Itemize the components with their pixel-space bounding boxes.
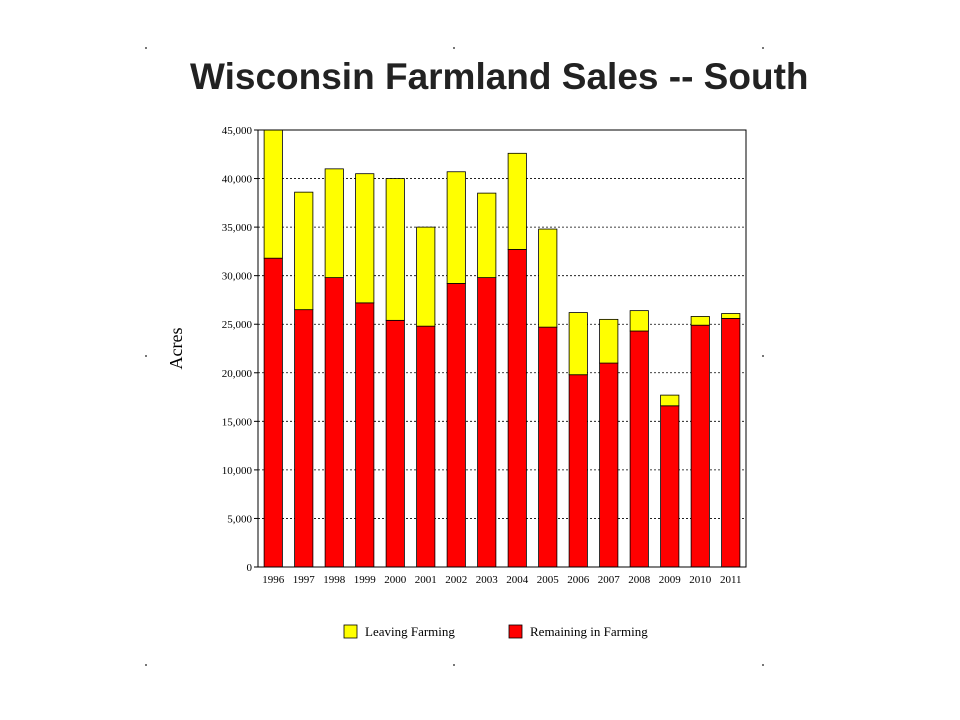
y-tick-label: 45,000 [222,125,253,137]
x-tick-label: 2008 [628,574,651,586]
bar-remaining-in-farming-2005 [538,326,558,568]
slide-corner-marker [145,47,147,49]
slide-corner-marker [453,664,455,666]
bar-leaving-farming-2006 [568,312,588,376]
bar-remaining-in-farming-2007 [599,362,619,568]
x-tick-label: 2009 [659,574,682,586]
x-tick-label: 2010 [689,574,712,586]
bar-remaining-in-farming-2004 [507,249,527,568]
y-tick-label: 0 [247,562,253,574]
bar-leaving-farming-2008 [629,310,649,332]
y-axis-label: Acres [166,328,186,370]
bar-leaving-farming-2001 [416,226,436,327]
bar-remaining-in-farming-2009 [660,405,680,568]
y-tick-label: 40,000 [222,174,253,186]
y-axis-ticks: 0 5,000 10,000 15,000 20,000 25,000 30,000 35,0… [222,125,258,574]
x-tick-label: 2007 [598,574,621,586]
bar-leaving-farming-2003 [477,192,497,279]
bar-remaining-in-farming-1997 [294,309,314,568]
bars [263,129,741,568]
bar-leaving-farming-2005 [538,228,558,328]
slide-corner-marker [762,355,764,357]
slide-corner-marker [453,47,455,49]
bar-leaving-farming-2004 [507,152,527,250]
slide-corner-marker [145,355,147,357]
y-tick-label: 25,000 [222,319,253,331]
y-tick-label: 30,000 [222,271,253,283]
x-tick-label: 1997 [293,574,316,586]
x-tick-label: 1998 [323,574,346,586]
bar-leaving-farming-2007 [599,318,619,364]
slide-corner-marker [762,664,764,666]
x-tick-label: 2006 [567,574,590,586]
x-tick-label: 2003 [476,574,499,586]
y-tick-label: 15,000 [222,416,253,428]
x-tick-label: 2000 [384,574,407,586]
x-tick-label: 1996 [262,574,285,586]
bar-remaining-in-farming-1998 [324,277,344,568]
y-tick-label: 10,000 [222,465,253,477]
slide-corner-marker [145,664,147,666]
y-tick-label: 35,000 [222,222,253,234]
legend-swatch [343,624,358,639]
x-tick-label: 2011 [720,574,742,586]
bar-remaining-in-farming-2008 [629,330,649,568]
bar-remaining-in-farming-2003 [477,277,497,568]
bar-leaving-farming-1998 [324,168,344,279]
y-tick-label: 20,000 [222,368,253,380]
bar-remaining-in-farming-2010 [690,324,710,568]
bar-leaving-farming-2010 [690,316,710,326]
bar-leaving-farming-1999 [355,173,375,304]
bar-leaving-farming-2011 [721,313,741,319]
bar-remaining-in-farming-2001 [416,325,436,568]
slide-corner-marker [762,47,764,49]
bar-leaving-farming-1997 [294,191,314,311]
slide-title: Wisconsin Farmland Sales -- South [190,56,809,97]
x-tick-label: 2002 [445,574,467,586]
y-tick-label: 5,000 [227,513,252,525]
legend-label: Leaving Farming [365,624,455,639]
bar-remaining-in-farming-1996 [263,257,283,568]
x-tick-label: 2005 [537,574,560,586]
x-tick-label: 2001 [415,574,437,586]
bar-leaving-farming-2009 [660,394,680,407]
x-tick-label: 1999 [354,574,377,586]
bar-leaving-farming-2002 [446,171,466,284]
plot-frame [257,129,747,568]
bar-leaving-farming-2000 [385,178,405,321]
legend-label: Remaining in Farming [530,624,648,639]
bar-remaining-in-farming-2006 [568,374,588,568]
bar-remaining-in-farming-2002 [446,283,466,568]
bar-leaving-farming-1996 [263,129,283,259]
x-axis-ticks: 1996 1997 1998 1999 2000 2001 2002 2003 2004 2005… [262,574,741,586]
bar-remaining-in-farming-1999 [355,302,375,568]
legend: Leaving Farming Remaining in Farming [343,624,648,639]
legend-swatch [508,624,523,639]
bar-remaining-in-farming-2000 [385,319,405,568]
x-tick-label: 2004 [506,574,529,586]
bar-remaining-in-farming-2011 [721,317,741,568]
